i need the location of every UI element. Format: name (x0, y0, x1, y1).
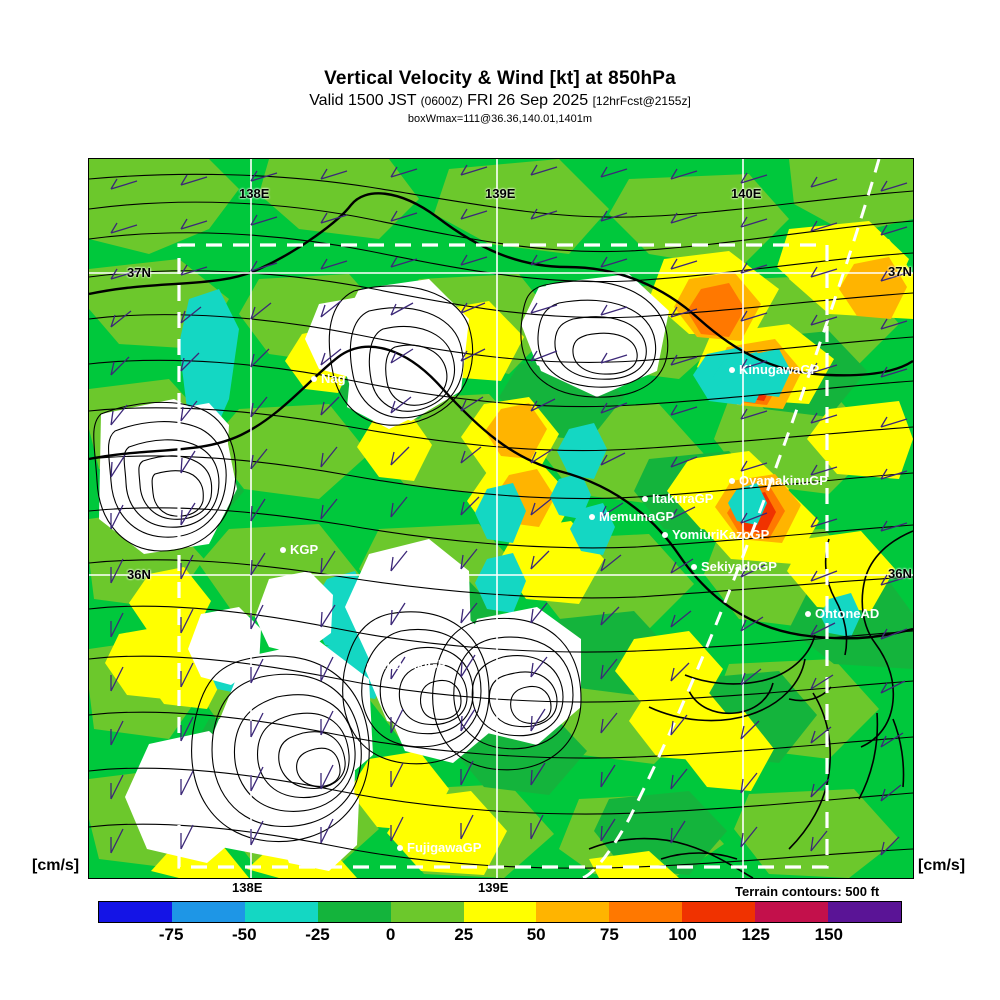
colorbar-tick-0: 0 (385, 925, 396, 944)
colorbar-segment-5[interactable] (463, 902, 537, 922)
station-label: NirasakiGP (377, 657, 447, 673)
lat-gridlabel-37N-left: 37N (127, 265, 151, 280)
station-marker: OyamakinuGP (729, 473, 828, 487)
colorbar-tick-25: 25 (454, 925, 474, 944)
valid-time-utc: (0600Z) (420, 94, 463, 108)
colorbar-tick-100: 100 (668, 925, 697, 944)
lon-gridlabel-140E-top: 140E (731, 186, 762, 201)
colorbar-tick-150: 150 (814, 925, 844, 944)
station-marker: Nag (311, 371, 346, 385)
flight-track-dashed (580, 159, 881, 878)
station-label: OhtoneAD (815, 606, 880, 622)
lat-gridlabel-36N-right: 36N (888, 566, 912, 581)
station-label: FujigawaGP (407, 840, 482, 856)
colorbar-tick-50: 50 (526, 925, 546, 944)
station-label: KinugawaGP (739, 362, 820, 378)
station-dot-icon (311, 375, 317, 382)
station-marker: KinugawaGP (729, 362, 819, 376)
station-dot-icon (397, 844, 403, 851)
forecast-stamp: [12hrFcst@2155z] (592, 94, 691, 108)
valid-time-text: Valid 1500 JST (309, 92, 421, 109)
colorbar-tick-75: 75 (599, 925, 619, 944)
station-dot-icon (691, 563, 697, 570)
colorbar-segment-7[interactable] (609, 902, 683, 922)
colorbar-segment-4[interactable] (390, 902, 464, 922)
colorbar-tick-labels: -75 -50 -25 0 25 50 75 100 125 150 (98, 925, 902, 951)
station-marker: OhtoneAD (805, 606, 879, 620)
lon-axis-label-138E: 138E (232, 880, 263, 895)
unit-label-left: [cm/s] (32, 857, 80, 874)
station-label: MemumaGP (599, 509, 675, 525)
colorbar-tick--75: -75 (158, 925, 184, 944)
valid-date-text: FRI 26 Sep 2025 (462, 92, 593, 109)
page-title: Vertical Velocity & Wind [kt] at 850hPa (324, 68, 676, 89)
wind-barbs (110, 164, 908, 856)
station-label: OyamakinuGP (739, 473, 828, 489)
station-dot-icon (642, 495, 648, 502)
station-dot-icon (805, 610, 811, 617)
station-label: SekiyadoGP (701, 559, 777, 575)
colorbar-segment-2[interactable] (244, 902, 318, 922)
colorbar-segment-6[interactable] (536, 902, 610, 922)
weather-map-canvas (89, 159, 913, 878)
station-dot-icon (280, 546, 286, 553)
terrain-contour-lines (89, 173, 913, 869)
station-marker: NirasakiGP (367, 657, 446, 671)
valid-time-line: Valid 1500 JST (0600Z) FRI 26 Sep 2025 [… (0, 91, 1000, 111)
lon-gridlabel-138E-top: 138E (239, 186, 270, 201)
lat-gridlabel-36N-left: 36N (127, 567, 151, 582)
title-block: Vertical Velocity & Wind [kt] at 850hPa … (0, 68, 1000, 127)
boxwmax-annotation: boxWmax=111@36.36,140.01,1401m (407, 113, 593, 125)
colorbar-tick-125: 125 (741, 925, 770, 944)
station-marker: YomiuriKazoGP (662, 527, 769, 541)
colorbar-segment-8[interactable] (682, 902, 756, 922)
station-marker: ItakuraGP (642, 491, 713, 505)
station-dot-icon (589, 513, 595, 520)
station-dot-icon (729, 366, 735, 373)
colorbar-segment-3[interactable] (317, 902, 391, 922)
unit-label-right: [cm/s] (918, 857, 966, 874)
station-label: Nag (321, 371, 346, 387)
lon-axis-label-139E: 139E (478, 880, 509, 895)
station-label: KGP (290, 542, 319, 558)
station-dot-icon (729, 477, 735, 484)
lat-gridlabel-37N-right: 37N (888, 264, 912, 279)
station-marker: SekiyadoGP (691, 559, 777, 573)
colorbar-segment-0[interactable] (99, 902, 172, 922)
station-dot-icon (367, 661, 373, 668)
colorbar-segment-9[interactable] (755, 902, 829, 922)
station-marker: FujigawaGP (397, 840, 481, 854)
colorbar-tick--50: -50 (232, 925, 257, 944)
station-label: ItakuraGP (652, 491, 714, 507)
station-marker: MemumaGP (589, 509, 674, 523)
station-dot-icon (662, 531, 668, 538)
station-marker: KGP (280, 542, 318, 556)
station-label: YomiuriKazoGP (672, 527, 770, 543)
colorbar-tick--25: -25 (305, 925, 330, 944)
colorbar-segment-10[interactable] (828, 902, 901, 922)
colorbar[interactable] (98, 901, 902, 923)
map-plot-area[interactable]: 138E 139E 140E 37N 36N Nag KinugawaGP Oy… (88, 158, 914, 879)
colorbar-segment-1[interactable] (171, 902, 245, 922)
lon-gridlabel-139E-top: 139E (485, 186, 516, 201)
terrain-contour-note: Terrain contours: 500 ft (735, 884, 880, 899)
forecast-domain-box (177, 243, 829, 869)
